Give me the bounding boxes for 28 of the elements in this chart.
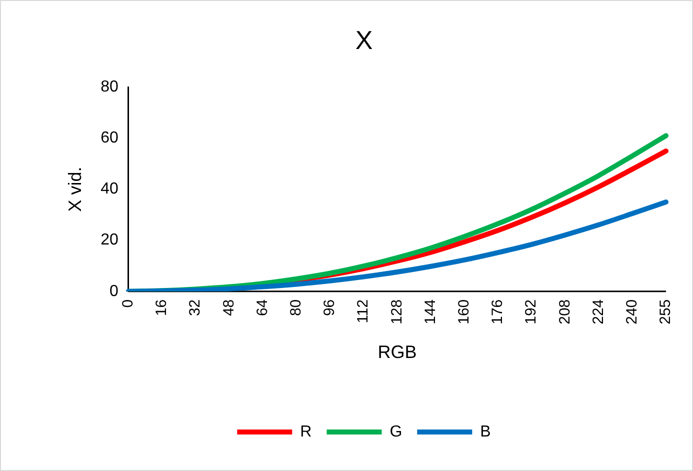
y-axis-title: X vid. <box>64 166 85 212</box>
x-tick-label: 128 <box>388 299 406 324</box>
legend-label: R <box>300 423 312 440</box>
x-tick-label: 64 <box>254 299 271 316</box>
y-tick-label: 40 <box>100 180 118 198</box>
x-tick-label: 240 <box>624 299 641 324</box>
x-tick-label: 96 <box>321 299 338 316</box>
x-tick-label: 176 <box>489 299 506 324</box>
x-tick-label: 48 <box>220 299 238 316</box>
chart-title: X <box>355 24 373 55</box>
x-tick-label: 80 <box>288 299 305 316</box>
y-tick-label: 0 <box>109 282 118 300</box>
y-tick-label: 60 <box>100 130 118 147</box>
x-tick-label: 208 <box>556 299 574 324</box>
x-tick-label: 192 <box>522 299 540 324</box>
x-tick-label: 144 <box>422 299 439 324</box>
x-tick-label: 160 <box>456 299 473 324</box>
x-tick-label: 112 <box>354 299 372 324</box>
x-axis-title: RGB <box>378 342 417 362</box>
x-tick-label: 32 <box>186 299 204 316</box>
x-tick-label: 255 <box>657 299 674 324</box>
y-tick-label: 20 <box>100 232 118 249</box>
x-tick-label: 224 <box>590 299 607 324</box>
legend-label: G <box>390 423 402 440</box>
x-tick-label: 0 <box>120 299 137 308</box>
legend-label: B <box>480 423 491 440</box>
x-tick-label: 16 <box>153 299 170 316</box>
y-tick-label: 80 <box>100 78 118 96</box>
